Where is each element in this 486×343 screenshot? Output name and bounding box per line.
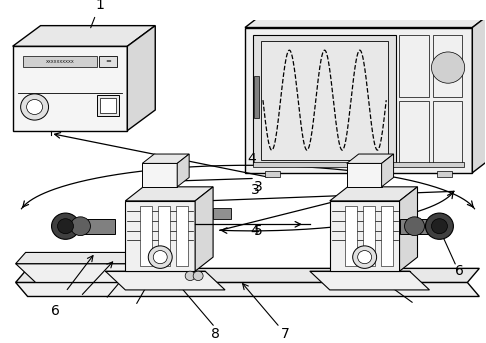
Bar xyxy=(23,56,97,67)
Bar xyxy=(142,163,177,187)
Text: 6: 6 xyxy=(455,264,464,278)
Circle shape xyxy=(27,99,43,115)
Polygon shape xyxy=(195,187,213,271)
Polygon shape xyxy=(13,26,155,46)
Circle shape xyxy=(404,217,424,236)
Circle shape xyxy=(425,213,453,239)
Bar xyxy=(399,35,429,97)
Bar xyxy=(245,27,472,173)
Polygon shape xyxy=(125,187,213,201)
Bar xyxy=(213,208,231,219)
Bar xyxy=(433,101,462,163)
Bar xyxy=(261,40,388,159)
Polygon shape xyxy=(347,154,394,163)
Bar xyxy=(363,205,375,267)
Polygon shape xyxy=(127,26,155,131)
Text: 3: 3 xyxy=(254,180,262,194)
Circle shape xyxy=(185,271,195,281)
Bar xyxy=(330,201,399,271)
Circle shape xyxy=(70,217,90,236)
Bar xyxy=(66,219,115,234)
Bar xyxy=(437,171,452,177)
Text: 7: 7 xyxy=(280,327,289,341)
Text: 3: 3 xyxy=(251,182,260,197)
Text: 1: 1 xyxy=(91,0,104,28)
Polygon shape xyxy=(177,154,189,187)
Bar xyxy=(13,46,127,131)
Bar xyxy=(125,201,195,271)
Polygon shape xyxy=(16,282,479,296)
Bar xyxy=(381,205,393,267)
Circle shape xyxy=(52,213,80,239)
Bar xyxy=(265,171,280,177)
Polygon shape xyxy=(382,154,394,187)
Circle shape xyxy=(20,94,49,120)
Polygon shape xyxy=(16,264,185,282)
Polygon shape xyxy=(399,187,417,271)
Circle shape xyxy=(153,250,167,264)
Bar xyxy=(101,98,116,113)
Text: 2: 2 xyxy=(0,342,1,343)
Text: 4: 4 xyxy=(251,224,260,238)
Circle shape xyxy=(358,250,372,264)
Bar xyxy=(399,101,429,163)
Bar xyxy=(345,205,357,267)
Bar xyxy=(97,95,120,116)
Text: 6: 6 xyxy=(51,304,60,318)
Polygon shape xyxy=(142,154,189,163)
Bar xyxy=(253,35,396,165)
Bar xyxy=(433,35,462,97)
Text: 5: 5 xyxy=(254,224,262,238)
Circle shape xyxy=(432,219,448,234)
Polygon shape xyxy=(16,268,479,282)
Text: 4: 4 xyxy=(247,152,256,166)
Bar xyxy=(399,219,439,234)
Polygon shape xyxy=(105,271,225,290)
Circle shape xyxy=(57,219,73,234)
Text: 8: 8 xyxy=(210,327,220,341)
Polygon shape xyxy=(245,11,486,27)
Polygon shape xyxy=(330,187,417,201)
Bar xyxy=(347,163,382,187)
Bar xyxy=(140,205,152,267)
Bar xyxy=(176,205,188,267)
Text: =: = xyxy=(105,58,111,64)
Bar xyxy=(158,205,170,267)
Circle shape xyxy=(193,271,203,281)
Circle shape xyxy=(353,246,377,268)
Bar xyxy=(254,76,259,118)
Circle shape xyxy=(148,246,172,268)
Bar xyxy=(100,56,117,67)
Bar xyxy=(253,162,464,167)
Polygon shape xyxy=(16,252,175,264)
Circle shape xyxy=(432,52,465,83)
Polygon shape xyxy=(310,271,430,290)
Polygon shape xyxy=(472,11,486,173)
Text: XXXXXXXXXX: XXXXXXXXXX xyxy=(46,60,74,64)
